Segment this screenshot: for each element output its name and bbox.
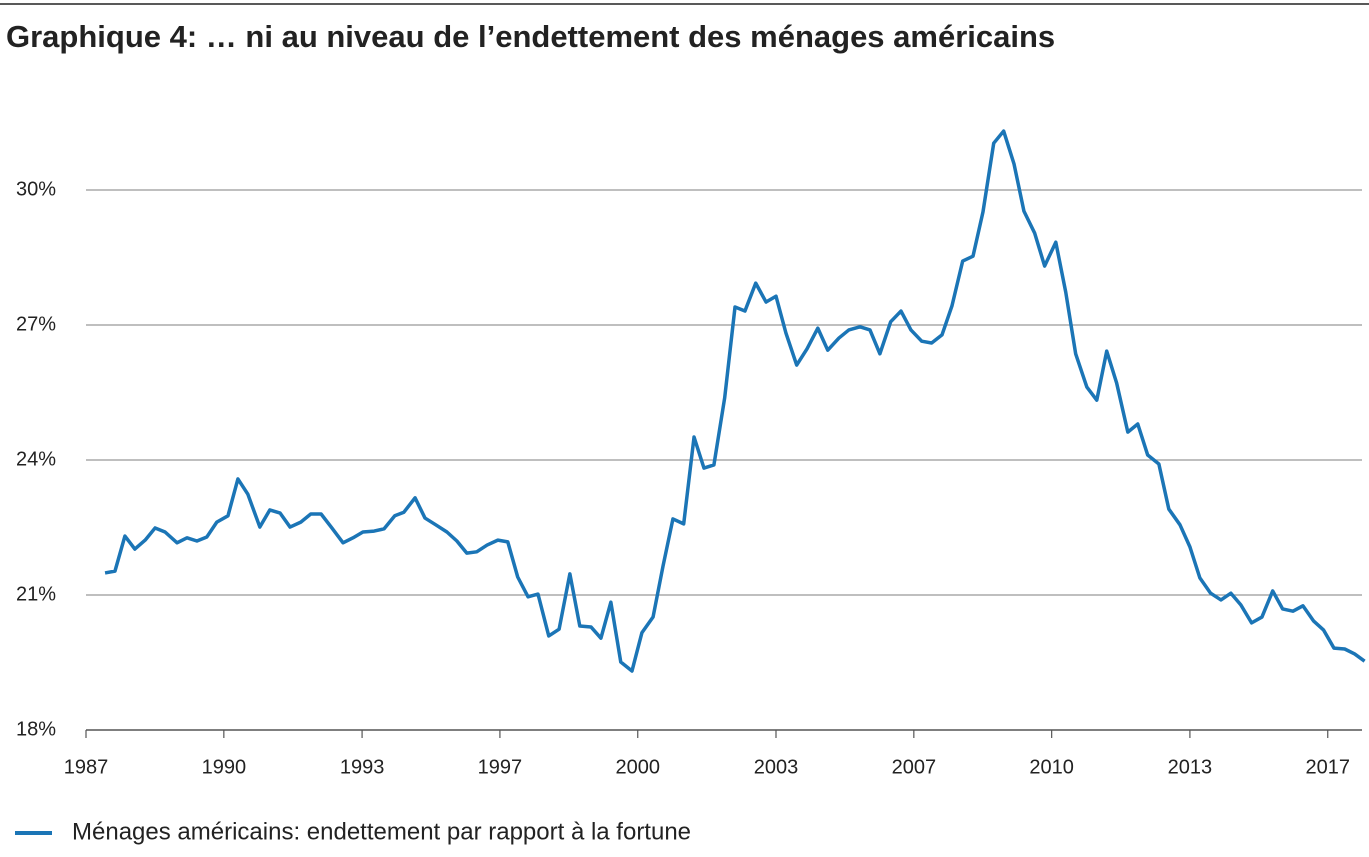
y-tick-label: 30% [16,178,56,200]
x-tick-label: 1990 [202,756,247,778]
y-tick-label: 18% [16,718,56,740]
legend-label: Ménages américains: endettement par rapp… [72,818,691,845]
x-tick-label: 2007 [892,756,937,778]
x-tick-label: 1987 [64,756,109,778]
x-tick-label: 2003 [754,756,799,778]
y-tick-label: 24% [16,448,56,470]
x-tick-label: 1997 [478,756,523,778]
x-tick-label: 2010 [1029,756,1074,778]
x-tick-label: 2013 [1168,756,1213,778]
y-tick-label: 21% [16,583,56,605]
chart-title: Graphique 4: … ni au niveau de l’endette… [6,19,1055,54]
data-line [104,129,1366,673]
x-tick-label: 1993 [340,756,385,778]
y-tick-label: 27% [16,313,56,335]
x-tick-label: 2017 [1305,756,1350,778]
x-tick-label: 2000 [615,756,660,778]
